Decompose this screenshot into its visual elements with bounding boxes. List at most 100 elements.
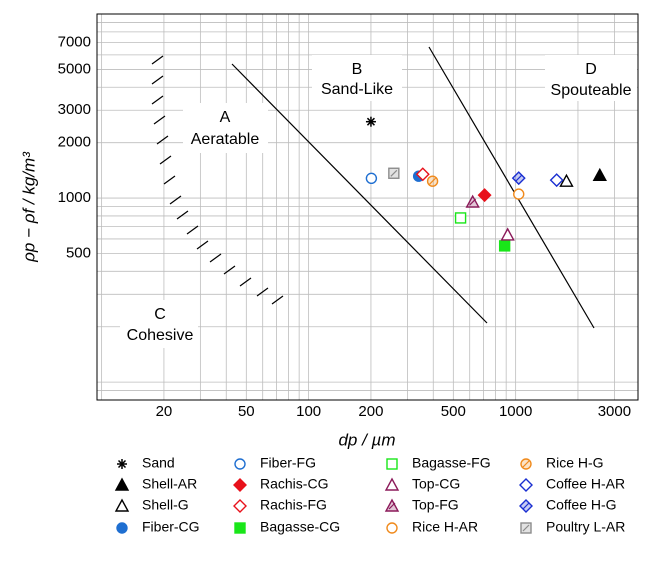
- marker: [513, 188, 525, 200]
- x-tick-label: 20: [156, 403, 173, 420]
- boundary-ab: [231, 63, 488, 324]
- marker: [384, 477, 400, 491]
- marker: [519, 478, 533, 492]
- marker-shape: [592, 167, 607, 181]
- marker: [365, 172, 378, 185]
- marker-shape: [454, 212, 467, 224]
- marker: [426, 175, 439, 187]
- marker: [454, 212, 467, 224]
- marker-hatch: [429, 177, 437, 185]
- marker-shape: [366, 117, 375, 126]
- marker: [465, 194, 480, 208]
- legend-label: Rice H-AR: [412, 519, 478, 535]
- region-box: [183, 103, 268, 153]
- legend-label: Rachis-CG: [260, 476, 328, 492]
- points: [365, 116, 607, 252]
- x-axis-label: dp / µm: [338, 430, 395, 449]
- legend: Sand Shell-AR Shell-G Fiber-CG Fiber-FG Rachi…: [114, 455, 625, 535]
- y-axis-label: ρp − ρf / kg/m³: [19, 151, 38, 263]
- marker: [511, 171, 526, 186]
- y-tick-label: 1000: [58, 189, 91, 206]
- region-letter: D: [585, 61, 597, 78]
- marker: [477, 188, 492, 203]
- grid: [97, 13, 638, 401]
- marker-shape: [500, 227, 515, 241]
- y-tick-label: 2000: [58, 134, 91, 151]
- marker-shape: [114, 498, 130, 512]
- marker: [117, 459, 127, 469]
- region-letter: A: [220, 109, 231, 126]
- marker: [114, 498, 130, 512]
- marker-shape: [384, 477, 400, 491]
- y-tick-label: 3000: [58, 101, 91, 118]
- y-tick-label: 5000: [58, 60, 91, 77]
- region-box: [120, 300, 198, 348]
- region-box: [545, 55, 637, 101]
- marker: [386, 522, 398, 534]
- marker-shape: [234, 458, 246, 470]
- marker-shape: [549, 173, 564, 188]
- marker-shape: [114, 477, 130, 491]
- marker-shape: [386, 458, 398, 470]
- marker-shape: [477, 188, 492, 203]
- legend-label: Coffee H-G: [546, 497, 617, 513]
- legend-label: Top-CG: [412, 476, 460, 492]
- marker: [116, 522, 128, 534]
- region-label: Sand-Like: [321, 81, 393, 98]
- marker-hatch: [522, 460, 530, 468]
- x-tick-label: 500: [441, 403, 466, 420]
- legend-label: Rachis-FG: [260, 497, 327, 513]
- legend-label: Shell-G: [142, 497, 189, 513]
- marker: [500, 227, 515, 241]
- marker: [386, 458, 398, 470]
- marker-shape: [386, 522, 398, 534]
- marker-shape: [116, 522, 128, 534]
- marker-hatch: [515, 174, 523, 182]
- legend-label: Bagasse-CG: [260, 519, 340, 535]
- boundary-bd: [428, 46, 595, 329]
- legend-label: Shell-AR: [142, 476, 197, 492]
- legend-label: Fiber-CG: [142, 519, 200, 535]
- marker: [520, 458, 532, 470]
- region-label: Spouteable: [551, 82, 632, 99]
- marker: [549, 173, 564, 188]
- marker-hatch: [522, 524, 530, 532]
- x-tick-label: 50: [238, 403, 255, 420]
- marker-hatch: [390, 169, 398, 177]
- marker-shape: [234, 522, 246, 534]
- marker-shape: [117, 459, 127, 469]
- marker: [233, 499, 247, 513]
- marker: [415, 167, 430, 182]
- marker-shape: [498, 240, 511, 252]
- region-letter: B: [352, 61, 363, 78]
- x-tick-label: 1000: [499, 403, 532, 420]
- marker: [559, 173, 574, 187]
- region-label: Aeratable: [191, 131, 260, 148]
- marker-shape: [233, 478, 247, 492]
- marker-shape: [513, 188, 525, 200]
- region-box: [312, 55, 402, 101]
- marker-hatch: [522, 502, 530, 510]
- marker-hatch: [388, 502, 396, 510]
- region-label: Cohesive: [127, 327, 194, 344]
- legend-label: Bagasse-FG: [412, 455, 491, 471]
- x-tick-label: 3000: [598, 403, 631, 420]
- marker-shape: [519, 478, 533, 492]
- marker: [233, 478, 247, 492]
- legend-label: Fiber-FG: [260, 455, 316, 471]
- marker: [114, 477, 130, 491]
- region-letter: C: [154, 306, 166, 323]
- legend-label: Rice H-G: [546, 455, 604, 471]
- marker-shape: [365, 172, 378, 185]
- legend-label: Top-FG: [412, 497, 459, 513]
- marker: [388, 167, 400, 179]
- legend-label: Poultry L-AR: [546, 519, 625, 535]
- marker: [520, 522, 532, 534]
- marker: [365, 116, 376, 127]
- legend-label: Coffee H-AR: [546, 476, 625, 492]
- marker-shape: [559, 173, 574, 187]
- marker: [384, 498, 400, 512]
- x-tick-label: 200: [358, 403, 383, 420]
- marker-shape: [415, 167, 430, 182]
